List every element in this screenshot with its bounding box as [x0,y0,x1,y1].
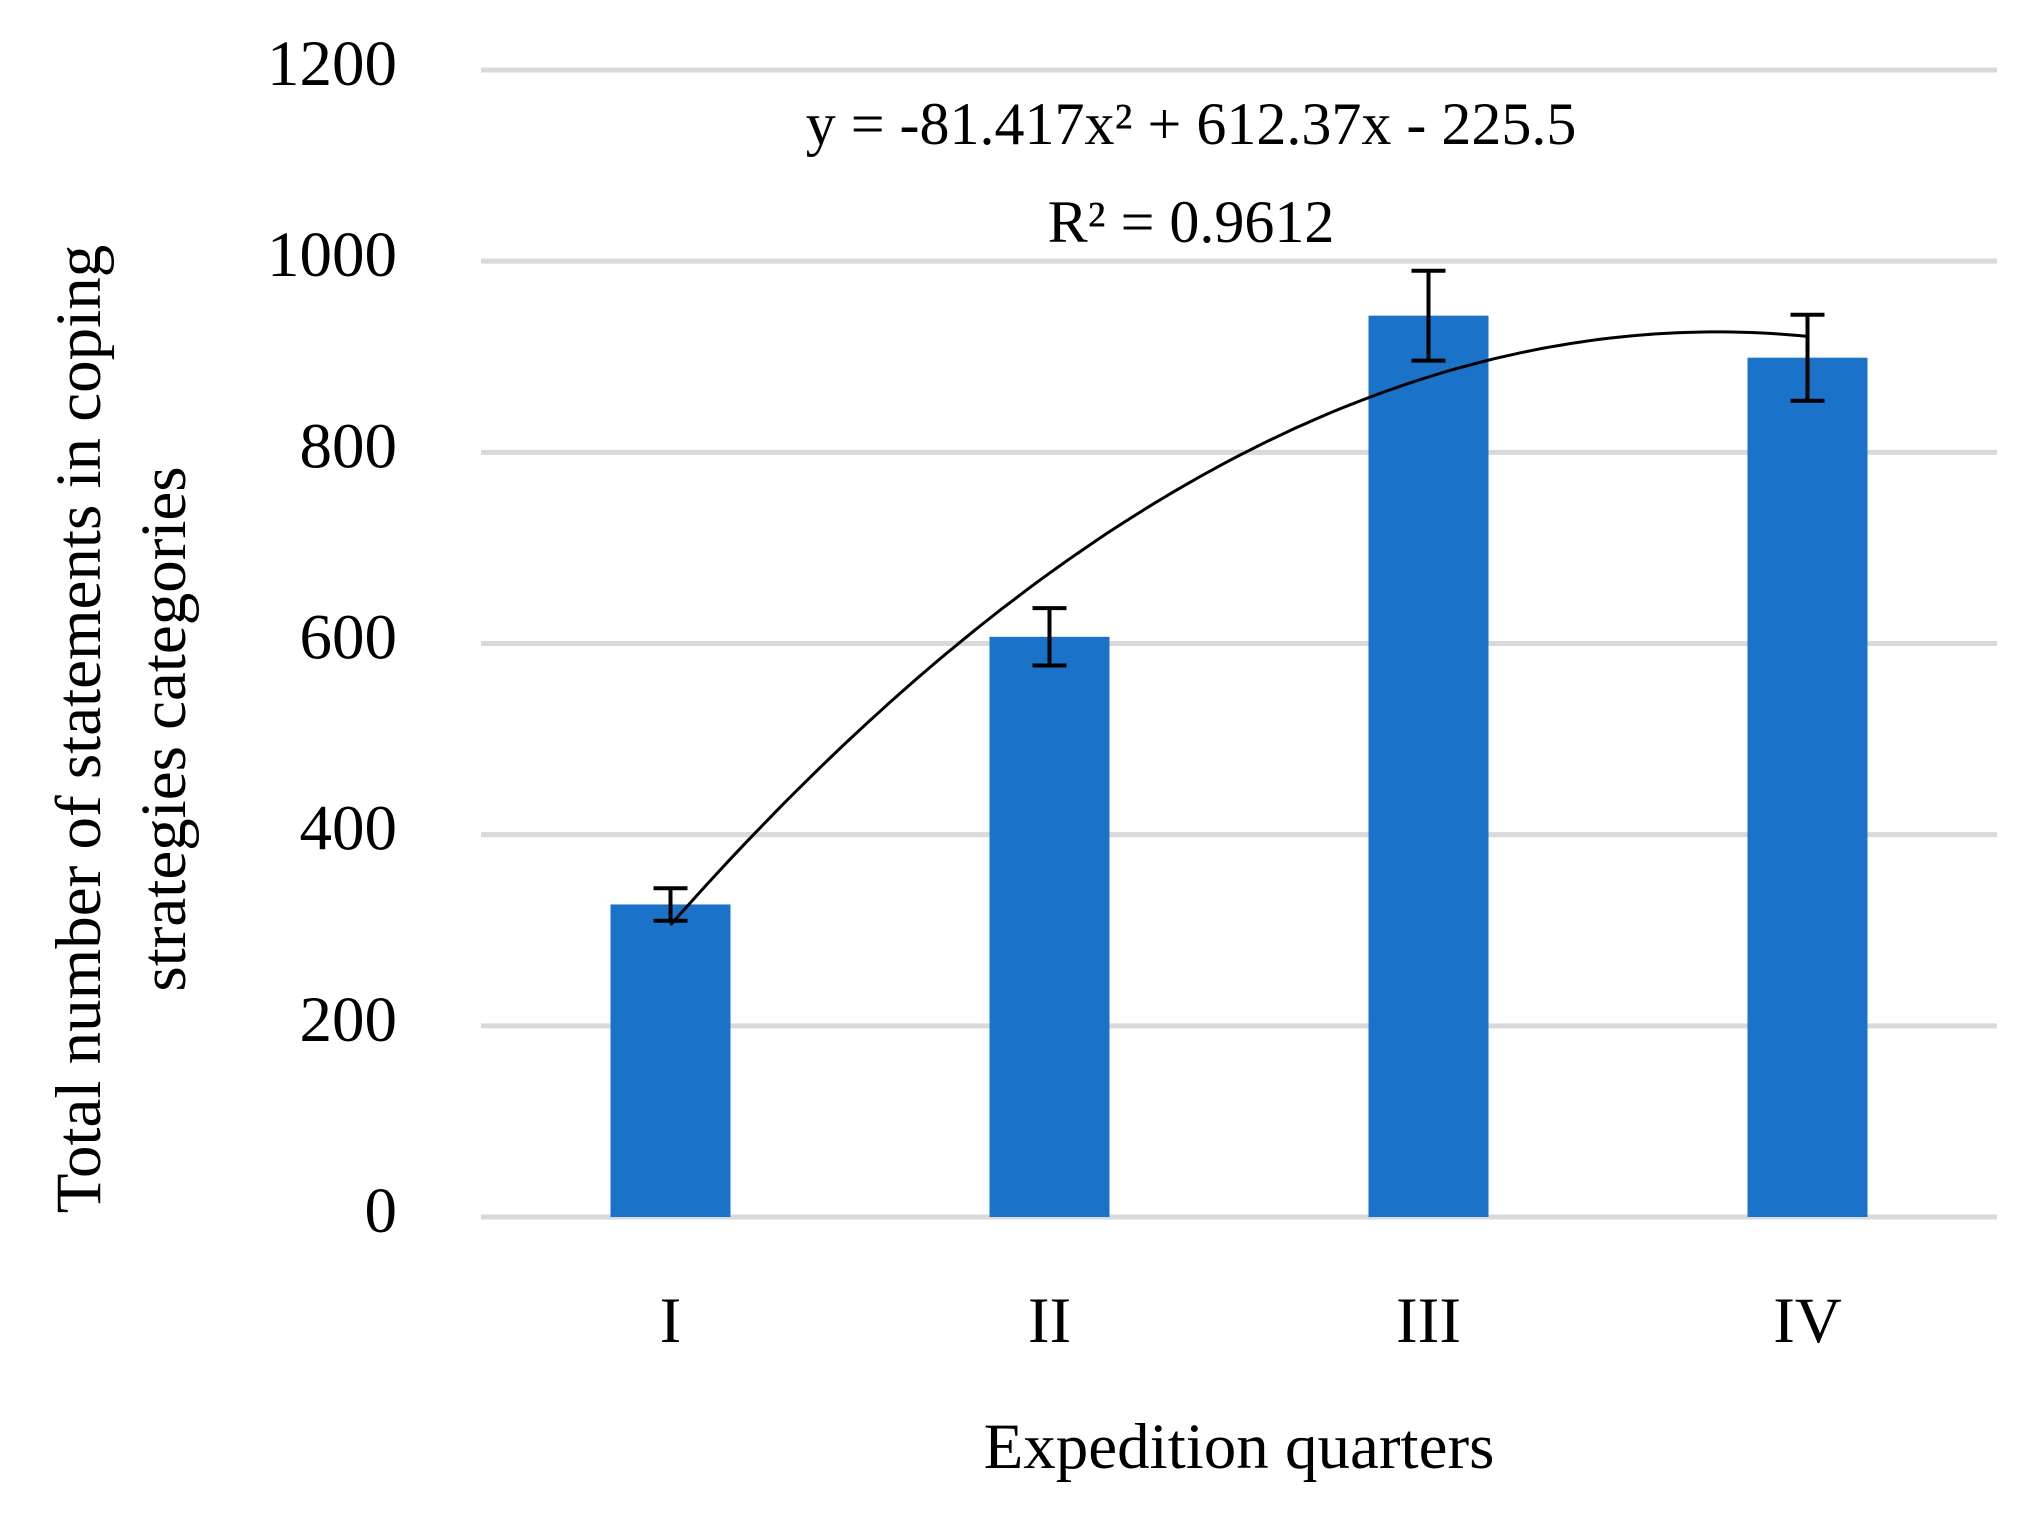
error-bar [1411,268,1446,363]
error-bar [1790,312,1825,403]
y-axis-title: strategies categories [128,466,200,991]
x-tick-label: II [1028,1285,1071,1357]
bar [989,636,1110,1217]
y-tick-label: 1000 [267,219,397,291]
y-tick-label: 800 [300,410,398,482]
x-tick-label: I [660,1285,682,1357]
y-tick-label: 1200 [267,28,397,100]
trendline [669,330,1808,926]
bar [1368,315,1489,1217]
trend-r-squared: R² = 0.9612 [1048,189,1335,255]
error-bar [653,886,688,923]
error-bar [1032,606,1067,668]
x-tick-label: IV [1773,1285,1842,1357]
marks: I II III IV [610,268,1868,1357]
y-tick-label: 600 [300,601,398,673]
x-axis-title: Expedition quarters [984,1411,1495,1483]
trend-equation: y = -81.417x² + 612.37x - 225.5 [806,91,1577,157]
x-tick-label: III [1396,1285,1461,1357]
bar [610,904,731,1217]
y-tick-label: 200 [300,984,398,1056]
y-tick-label: 400 [300,793,398,865]
bar [1747,357,1868,1218]
y-axis-title: Total number of statements in coping [43,245,115,1213]
y-tick-label: 0 [365,1175,398,1247]
grid: 0 200 400 600 800 1000 1200 [267,28,1997,1247]
